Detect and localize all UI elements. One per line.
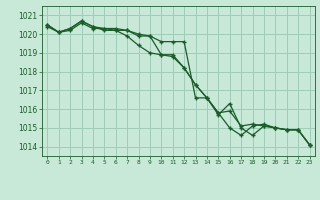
Text: Graphe pression niveau de la mer (hPa): Graphe pression niveau de la mer (hPa) [48, 183, 272, 193]
